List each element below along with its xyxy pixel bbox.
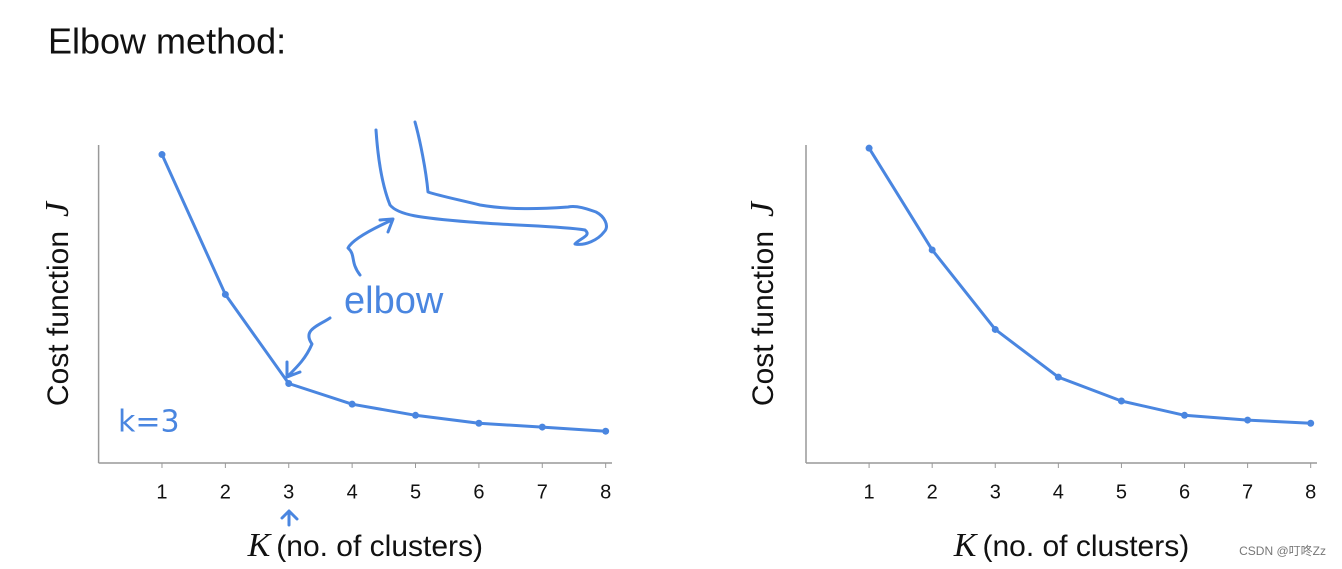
point (1181, 411, 1189, 419)
y-axis-variable: J (744, 200, 781, 217)
x-axis-variable: K (247, 527, 273, 564)
point (221, 290, 229, 298)
point (602, 427, 610, 435)
line (160, 153, 606, 433)
watermark: CSDN @叮咚Zz (1239, 543, 1326, 558)
y-axis-variable: J (39, 200, 76, 217)
x-tick-label: 3 (283, 481, 294, 503)
x-tick-label: 2 (220, 481, 231, 503)
y-axis-label: Cost function (747, 231, 780, 406)
annotation: k=3 (118, 405, 180, 440)
x-axis-label: (no. of clusters) (276, 530, 483, 563)
y-axis-title: Cost function J (39, 200, 76, 406)
y-axis-title: Cost function J (744, 200, 781, 406)
point (1307, 419, 1315, 427)
point (412, 411, 420, 419)
x-axis-variable: K (953, 527, 979, 564)
y-axis-label: Cost function (42, 231, 75, 406)
point (158, 151, 166, 159)
x-axis-title: K (no. of clusters) (247, 527, 483, 564)
x-tick-label: 8 (1305, 481, 1316, 503)
point (865, 144, 873, 152)
x-tick-label: 1 (156, 481, 167, 503)
x-tick-label: 4 (347, 481, 358, 503)
point (1244, 416, 1252, 424)
x-axis-title: K (no. of clusters) (953, 527, 1189, 564)
x-tick-label: 3 (990, 481, 1001, 503)
x-tick-label: 7 (537, 481, 548, 503)
line (867, 147, 1311, 425)
x-tick-label: 6 (1179, 481, 1190, 503)
x-tick-label: 8 (600, 481, 611, 503)
point (991, 325, 999, 333)
x-tick-label: 5 (410, 481, 421, 503)
point (928, 246, 936, 254)
x-tick-label: 1 (864, 481, 875, 503)
slide-title: Elbow method: (48, 21, 286, 62)
point (475, 419, 483, 427)
point (285, 380, 293, 387)
point (538, 423, 546, 431)
x-tick-label: 2 (927, 481, 938, 503)
x-tick-label: 7 (1242, 481, 1253, 503)
x-axis-label: (no. of clusters) (982, 530, 1189, 563)
point (1117, 397, 1125, 405)
point (348, 400, 356, 408)
arm-drawing (280, 120, 608, 527)
x-tick-label: 5 (1116, 481, 1127, 503)
point (1054, 373, 1062, 381)
annotation: elbow (344, 280, 444, 322)
x-tick-label: 4 (1053, 481, 1064, 503)
x-tick-label: 6 (473, 481, 484, 503)
